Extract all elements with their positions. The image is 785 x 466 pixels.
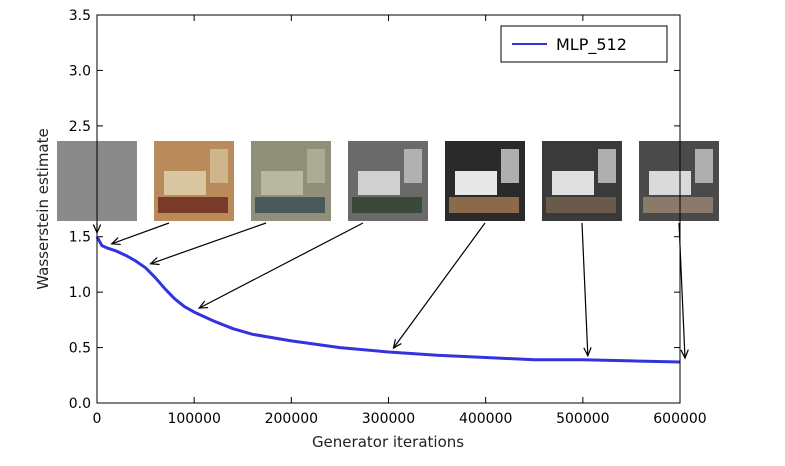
sample-image: [154, 141, 234, 221]
arrow-shaft: [393, 222, 486, 349]
y-tick-label: 3.0: [69, 63, 91, 79]
y-tick-label: 2.5: [69, 119, 91, 135]
y-axis-label: Wasserstein estimate: [34, 128, 52, 289]
sample-image: [445, 141, 525, 221]
arrow-head: [149, 257, 160, 266]
x-tick-label: 0: [93, 411, 102, 427]
y-tick-label: 1.5: [69, 230, 91, 246]
y-axis-ticks: 0.00.51.01.52.02.53.03.5: [69, 8, 680, 412]
plot-frame: [96, 14, 681, 404]
legend: MLP_512: [500, 25, 668, 63]
x-tick-label: 300000: [362, 411, 415, 427]
x-tick-label: 400000: [459, 411, 512, 427]
x-axis-ticks: 0 100000 200000 300000 400000 500000 600000: [93, 15, 707, 427]
arrow-head: [583, 347, 592, 358]
arrow-shaft: [198, 222, 364, 309]
arrow-head: [680, 349, 689, 360]
sample-image: [639, 141, 719, 221]
x-tick-label: 200000: [265, 411, 318, 427]
series-line-mlp-512: [95, 235, 681, 364]
arrow-shaft: [150, 222, 267, 265]
arrow-head: [110, 237, 121, 246]
y-tick-label: 0.0: [69, 396, 91, 412]
x-tick-label: 100000: [167, 411, 220, 427]
x-axis-label: Generator iterations: [312, 433, 464, 451]
y-tick-label: 0.5: [69, 341, 91, 357]
sample-arrows: [92, 222, 689, 360]
arrow-shaft: [581, 222, 589, 356]
y-tick-label: 3.5: [69, 8, 91, 24]
y-tick-label: 1.0: [69, 285, 91, 301]
sample-image: [348, 141, 428, 221]
arrow-head: [392, 339, 402, 350]
arrow-shaft: [111, 222, 170, 245]
sample-images: [57, 141, 719, 221]
sample-image: [251, 141, 331, 221]
sample-image: [542, 141, 622, 221]
x-tick-label: 600000: [653, 411, 706, 427]
legend-label: MLP_512: [556, 35, 627, 55]
arrow-head: [197, 300, 209, 309]
x-tick-label: 500000: [556, 411, 609, 427]
